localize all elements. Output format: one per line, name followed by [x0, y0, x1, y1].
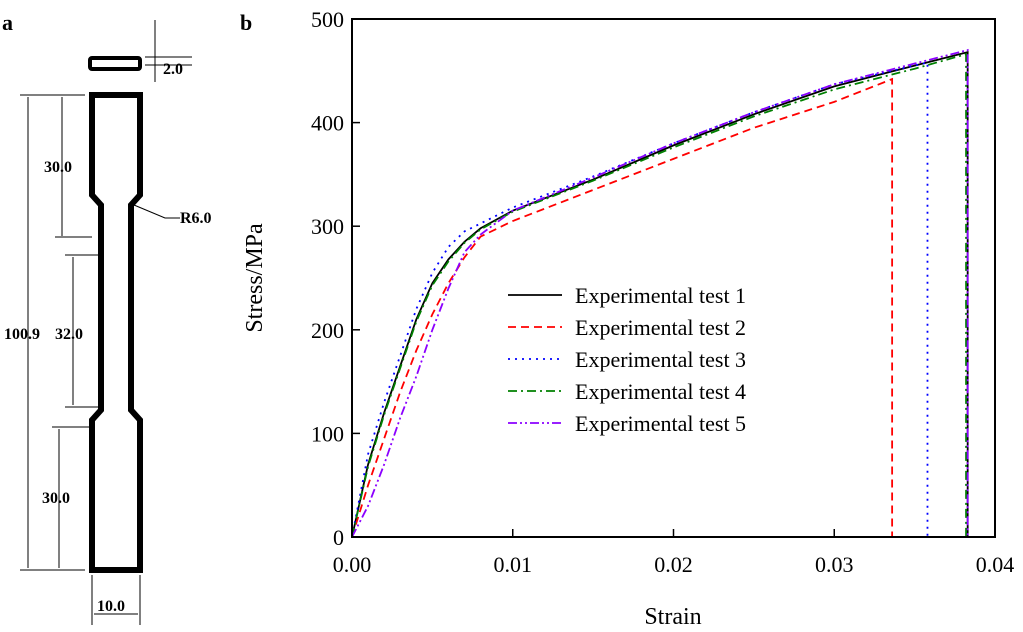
series-line-3: [351, 61, 929, 538]
panel-label-a: a: [2, 10, 13, 35]
stress-strain-plot: [351, 48, 995, 538]
x-tick-label: 0.04: [976, 552, 1015, 577]
specimen-diagram: a 2.0 30.0 100.9 32.0 30.0 R6.0 10.0: [2, 10, 212, 625]
y-tick-label: 200: [311, 318, 344, 343]
dim-thickness: 2.0: [163, 61, 183, 78]
y-tick-label: 500: [311, 7, 344, 32]
series-line-5: [351, 48, 969, 538]
plot-frame: [351, 18, 996, 538]
legend: Experimental test 1 Experimental test 2 Ex…: [508, 283, 746, 436]
legend-label: Experimental test 3: [575, 347, 746, 372]
dim-total-length: 100.9: [4, 326, 40, 343]
specimen-outline: [89, 92, 143, 573]
dim-radius: R6.0: [180, 210, 212, 227]
legend-label: Experimental test 2: [575, 315, 746, 340]
y-axis-label: Stress/MPa: [242, 223, 268, 333]
series-line-2: [351, 77, 894, 538]
legend-label: Experimental test 5: [575, 411, 746, 436]
x-tick-label: 0.02: [654, 552, 693, 577]
x-tick-label: 0.00: [333, 552, 372, 577]
y-tick-label: 0: [333, 525, 344, 550]
series-line-4: [351, 53, 967, 538]
panel-label-b: b: [240, 10, 252, 35]
y-tick-label: 100: [311, 421, 344, 446]
dim-gauge-length: 32.0: [55, 326, 83, 343]
dim-grip-top: 30.0: [44, 159, 72, 176]
y-tick-label: 300: [311, 214, 344, 239]
y-tick-label: 400: [311, 111, 344, 136]
x-tick-label: 0.03: [815, 552, 854, 577]
specimen-cross-section: [88, 56, 142, 71]
x-axis-label: Strain: [644, 604, 701, 630]
legend-label: Experimental test 4: [575, 379, 746, 404]
x-tick-label: 0.01: [494, 552, 533, 577]
dim-width: 10.0: [97, 598, 125, 615]
legend-label: Experimental test 1: [575, 283, 746, 308]
dim-grip-bottom: 30.0: [42, 490, 70, 507]
